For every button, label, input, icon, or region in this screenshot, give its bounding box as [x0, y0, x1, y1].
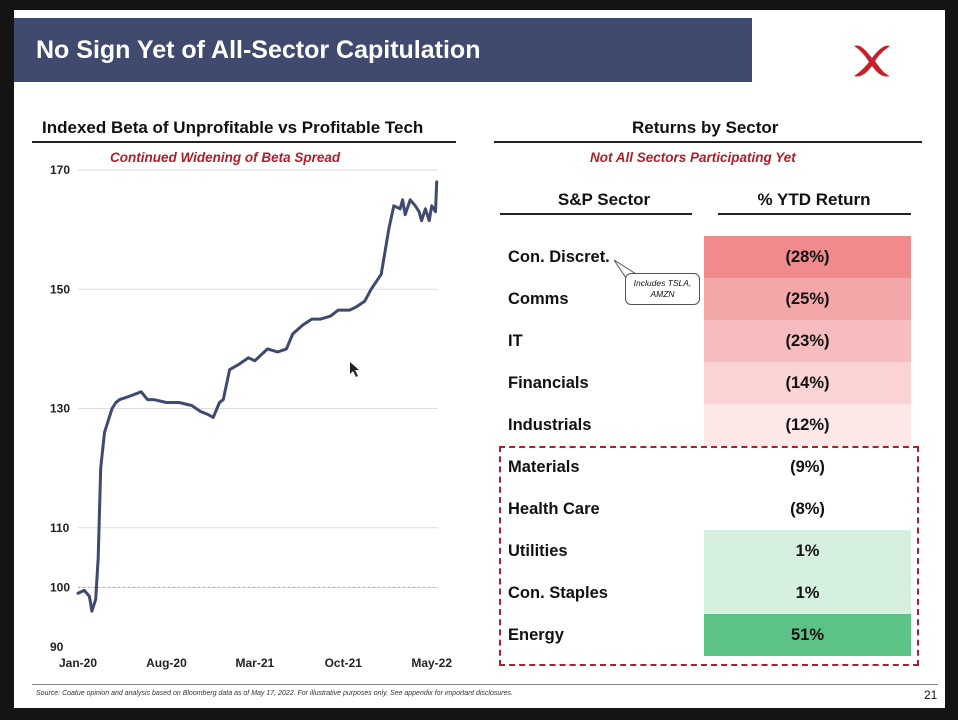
- sector-label: Con. Staples: [508, 584, 608, 602]
- page-number: 21: [924, 688, 938, 702]
- sector-return-value: (12%): [704, 404, 911, 446]
- sector-return-value: 51%: [704, 614, 911, 656]
- sector-return-value: (25%): [704, 278, 911, 320]
- sector-label: Comms: [508, 290, 569, 308]
- sector-return-value: 1%: [704, 572, 911, 614]
- sector-return-value: (9%): [704, 446, 911, 488]
- sector-label: Health Care: [508, 500, 600, 518]
- left-panel-subtitle: Continued Widening of Beta Spread: [110, 150, 341, 165]
- page-title: No Sign Yet of All-Sector Capitulation: [36, 36, 481, 64]
- red-x-logo-icon: [854, 45, 890, 77]
- column-header-sector: S&P Sector: [557, 190, 651, 209]
- y-tick-label: 150: [50, 282, 70, 296]
- right-panel-subtitle: Not All Sectors Participating Yet: [590, 150, 796, 165]
- y-tick-label: 90: [50, 640, 64, 654]
- sector-label: Financials: [508, 374, 589, 392]
- left-panel-title: Indexed Beta of Unprofitable vs Profitab…: [42, 118, 424, 137]
- con-discret-callout: Includes TSLA, AMZN: [625, 273, 700, 305]
- column-header-return: % YTD Return: [757, 190, 871, 209]
- sector-label: Energy: [508, 626, 564, 644]
- sector-label: Industrials: [508, 416, 592, 434]
- y-tick-label: 170: [50, 163, 70, 177]
- y-tick-label: 130: [50, 402, 70, 416]
- slide: No Sign Yet of All-Sector Capitulation I…: [14, 10, 945, 708]
- sector-return-value: 1%: [704, 530, 911, 572]
- mouse-cursor-icon: [350, 362, 359, 377]
- sector-label: Utilities: [508, 542, 568, 560]
- y-tick-label: 110: [50, 521, 70, 535]
- sector-label: Con. Discret.: [508, 248, 610, 266]
- column-header-sector-rule: [500, 213, 692, 215]
- sector-return-value: (28%): [704, 236, 911, 278]
- beta-line-chart: 90 100 110 130 150 170 Jan-20 Aug-20 Mar-21 Oct-2…: [50, 163, 452, 670]
- right-panel-title: Returns by Sector: [632, 118, 779, 137]
- x-tick-label: May-22: [411, 656, 452, 670]
- footer-rule: [32, 684, 938, 685]
- left-title-rule: [32, 141, 456, 143]
- sector-label: IT: [508, 332, 523, 350]
- sector-return-value: (23%): [704, 320, 911, 362]
- dashed-highlight-box: [499, 446, 919, 666]
- x-tick-label: Jan-20: [59, 656, 97, 670]
- sector-label: Materials: [508, 458, 580, 476]
- series-line: [76, 180, 439, 613]
- y-tick-label: 100: [50, 580, 70, 594]
- title-bar: No Sign Yet of All-Sector Capitulation: [14, 18, 752, 82]
- sector-return-value: (8%): [704, 488, 911, 530]
- right-title-rule: [494, 141, 922, 143]
- x-tick-label: Mar-21: [235, 656, 274, 670]
- x-tick-label: Aug-20: [146, 656, 187, 670]
- column-header-return-rule: [718, 213, 911, 215]
- source-footnote: Source: Coatue opinion and analysis base…: [36, 690, 513, 697]
- sector-return-value: (14%): [704, 362, 911, 404]
- x-tick-label: Oct-21: [325, 656, 363, 670]
